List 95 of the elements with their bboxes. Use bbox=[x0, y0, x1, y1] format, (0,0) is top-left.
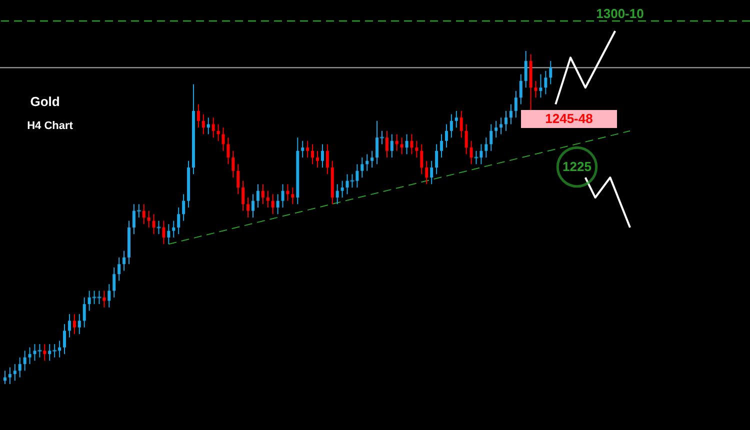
candlestick bbox=[23, 350, 26, 372]
candlestick bbox=[420, 144, 424, 175]
text: 1300-10 bbox=[596, 6, 644, 21]
candlestick bbox=[266, 190, 270, 208]
candlestick bbox=[390, 134, 394, 158]
candlestick bbox=[122, 250, 126, 272]
candlestick bbox=[301, 140, 304, 158]
candlestick bbox=[261, 184, 264, 205]
candlestick bbox=[8, 366, 12, 385]
candlestick bbox=[281, 184, 284, 208]
candlestick bbox=[216, 124, 220, 142]
candlestick bbox=[440, 134, 444, 158]
candlestick bbox=[316, 150, 319, 168]
candlestick bbox=[366, 154, 369, 172]
candlestick bbox=[222, 127, 225, 152]
candlestick bbox=[232, 150, 235, 178]
candlestick bbox=[142, 204, 146, 225]
candlestick bbox=[212, 117, 215, 138]
candlestick bbox=[311, 144, 314, 165]
candlestick bbox=[206, 117, 210, 135]
candlestick bbox=[196, 104, 200, 128]
candlestick bbox=[13, 364, 16, 382]
candlestick bbox=[306, 140, 310, 158]
annotation: 1225 bbox=[562, 159, 592, 174]
candlestick bbox=[336, 184, 339, 205]
candlestick bbox=[147, 210, 150, 228]
text: H4 Chart bbox=[27, 120, 74, 132]
candlestick bbox=[286, 184, 290, 202]
candlestick bbox=[544, 70, 548, 95]
candlestick bbox=[118, 256, 121, 282]
candlestick bbox=[425, 160, 428, 185]
candlestick bbox=[108, 284, 111, 308]
candlestick bbox=[370, 150, 374, 168]
candlestick bbox=[162, 220, 166, 245]
candlestick bbox=[43, 344, 46, 362]
candlestick bbox=[320, 144, 324, 168]
candlestick bbox=[464, 124, 468, 155]
candlestick bbox=[72, 314, 76, 335]
candlestick bbox=[474, 150, 478, 165]
candlestick bbox=[490, 124, 493, 152]
candlestick bbox=[256, 184, 260, 208]
candlestick bbox=[549, 60, 552, 85]
candlestick bbox=[326, 144, 329, 175]
candlestick bbox=[271, 194, 274, 215]
candlestick bbox=[460, 110, 463, 138]
candlestick bbox=[360, 157, 364, 178]
candlestick bbox=[500, 117, 503, 135]
candlestick bbox=[68, 314, 71, 338]
candlestick bbox=[415, 140, 418, 158]
candlestick bbox=[276, 194, 280, 215]
candlestick bbox=[182, 194, 186, 222]
candlestick bbox=[444, 124, 448, 148]
candlestick bbox=[3, 370, 6, 385]
candlestick bbox=[246, 197, 250, 218]
candlestick bbox=[400, 137, 404, 155]
candlestick bbox=[539, 74, 542, 98]
candlestick bbox=[470, 140, 473, 165]
candlestick bbox=[405, 134, 408, 155]
candlestick bbox=[519, 74, 522, 105]
candlestick bbox=[236, 164, 240, 195]
candlestick bbox=[28, 346, 32, 365]
candlestick bbox=[524, 50, 528, 88]
candlestick bbox=[435, 144, 438, 175]
candlestick bbox=[484, 137, 488, 158]
candlestick bbox=[112, 266, 116, 298]
candlestick bbox=[82, 296, 86, 328]
candlestick bbox=[63, 324, 66, 355]
candlestick bbox=[167, 224, 170, 245]
candlestick bbox=[494, 120, 498, 138]
candlestick bbox=[410, 134, 414, 155]
candlestick bbox=[454, 110, 458, 128]
candlestick bbox=[156, 220, 161, 235]
candlestick bbox=[534, 80, 538, 98]
candlestick bbox=[504, 110, 508, 132]
candlestick bbox=[514, 90, 518, 118]
candlestick bbox=[450, 114, 453, 138]
annotation: 1245-48 bbox=[545, 111, 593, 126]
candlestick bbox=[509, 104, 512, 125]
candlestick bbox=[78, 314, 81, 335]
candlestick bbox=[395, 134, 398, 152]
candlestick bbox=[226, 137, 230, 165]
candlestick bbox=[242, 180, 245, 212]
candlestick bbox=[177, 207, 180, 235]
candlestick bbox=[172, 220, 176, 238]
candlestick bbox=[252, 194, 255, 218]
candlestick bbox=[385, 130, 388, 158]
candlestick bbox=[18, 356, 22, 378]
candlestick bbox=[102, 290, 106, 308]
text: Gold bbox=[30, 94, 60, 109]
candlestick bbox=[340, 180, 344, 198]
candlestick bbox=[430, 160, 434, 185]
candlestick bbox=[291, 187, 294, 205]
candlestick bbox=[152, 214, 156, 235]
candlestick bbox=[350, 174, 354, 188]
candlestick bbox=[202, 114, 205, 135]
